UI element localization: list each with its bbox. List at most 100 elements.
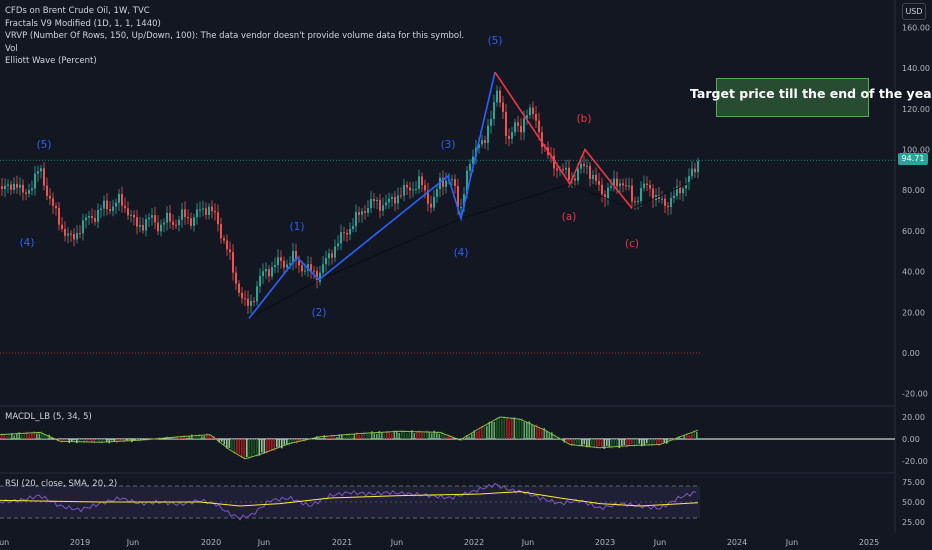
candle-body [430, 203, 432, 208]
candle-body [37, 171, 39, 174]
macd-histogram-bar [598, 439, 601, 447]
candle-body [139, 225, 141, 227]
macd-pane-title[interactable]: MACDL_LB (5, 34, 5) [5, 412, 92, 422]
target-annotation[interactable]: Target price till the end of the year [690, 86, 932, 101]
candle-body [196, 209, 198, 218]
macd-histogram-bar [696, 432, 698, 439]
candle-body [637, 200, 639, 202]
elliott-wave-label: (3) [441, 139, 456, 151]
indicator-vrvp[interactable]: VRVP (Number Of Rows, 150, Up/Down, 100)… [5, 31, 465, 41]
macd-histogram-bar [546, 430, 548, 439]
macd-histogram-bar [13, 435, 16, 439]
candle-body [460, 206, 462, 208]
price-axis-tick: 60.00 [902, 227, 925, 236]
target-zone-box[interactable] [716, 78, 869, 117]
indicator-fractals[interactable]: Fractals V9 Modified (1D, 1, 1, 1440) [5, 18, 161, 29]
macd-histogram-bar [421, 432, 423, 439]
candle-body [214, 211, 216, 213]
candle-body [301, 265, 303, 272]
rsi-pane-title[interactable]: RSI (20, close, SMA, 20, 2) [5, 479, 118, 489]
candle-body [403, 184, 405, 196]
candle-body [520, 125, 522, 133]
candle-body [556, 168, 558, 171]
candle-body [622, 183, 624, 186]
candle-body [193, 217, 195, 226]
elliott-wave-label: (4) [454, 247, 469, 259]
macd-histogram-bar [178, 438, 181, 440]
candle-body [115, 202, 117, 207]
macd-histogram-bar [16, 433, 18, 439]
macd-histogram-bar [111, 439, 113, 441]
candle-body [124, 205, 126, 209]
macd-histogram-bar [678, 436, 681, 439]
macd-histogram-bar [418, 430, 421, 439]
macd-histogram-bar [81, 439, 83, 441]
macd-histogram-bar [686, 433, 688, 439]
candle-body [385, 202, 387, 206]
candle-body [580, 163, 582, 169]
macd-histogram-bar [671, 439, 673, 440]
macd-histogram-bar [58, 439, 61, 441]
macd-histogram-bar [248, 439, 251, 460]
price-axis-tick: 80.00 [902, 186, 925, 195]
macd-histogram-bar [268, 439, 271, 450]
correction-wave-line [494, 71, 633, 210]
macd-histogram-bar [481, 425, 483, 439]
currency-button[interactable]: USD [902, 3, 926, 20]
macd-histogram-bar [578, 439, 581, 447]
candle-body [661, 198, 663, 200]
macd-histogram-bar [318, 437, 321, 439]
candle-body [595, 174, 597, 182]
symbol-title[interactable]: CFDs on Brent Crude Oil, 1W, TVC [5, 6, 150, 16]
macd-histogram-bar [133, 439, 136, 441]
candle-body [121, 193, 123, 206]
macd-histogram-bar [28, 434, 31, 439]
rsi-axis-tick: 25.00 [902, 518, 925, 527]
macd-histogram-bar [236, 439, 238, 454]
candle-body [361, 211, 363, 215]
candle-body [487, 125, 489, 144]
macd-histogram-bar [423, 432, 426, 439]
rsi-axis-tick: 50.00 [902, 498, 925, 507]
macd-histogram-bar [628, 439, 631, 446]
candle-body [184, 209, 186, 217]
indicator-elliott[interactable]: Elliott Wave (Percent) [5, 56, 97, 66]
macd-histogram-bar [333, 435, 336, 439]
macd-histogram-bar [626, 439, 628, 448]
macd-histogram-bar [163, 439, 166, 440]
candle-body [649, 184, 651, 189]
candle-body [370, 198, 372, 209]
macd-histogram-bar [543, 427, 546, 439]
candle-body [328, 253, 330, 259]
candle-body [238, 283, 240, 293]
macd-histogram-bar [256, 439, 258, 457]
macd-histogram-bar [278, 439, 281, 448]
candle-body [271, 267, 273, 277]
candle-body [19, 184, 21, 188]
macd-histogram-bar [243, 439, 246, 458]
candle-body [4, 185, 6, 189]
candle-body [202, 208, 204, 210]
macd-histogram-bar [71, 439, 73, 442]
macd-histogram-bar [471, 433, 473, 439]
candle-body [517, 122, 519, 126]
candle-body [40, 168, 42, 172]
price-axis-tick: 100.00 [902, 146, 930, 155]
macd-histogram-bar [433, 430, 436, 439]
candle-body [172, 221, 174, 225]
candle-body [568, 167, 570, 180]
macd-histogram-bar [286, 439, 288, 445]
candle-body [34, 173, 36, 189]
macd-histogram-bar [36, 433, 38, 439]
candle-body [28, 190, 30, 194]
price-axis-tick: 140.00 [902, 64, 930, 73]
candle-body [424, 184, 426, 191]
candle-body [22, 184, 24, 193]
price-axis-tick: 160.00 [902, 23, 930, 32]
candle-body [97, 210, 99, 222]
macd-histogram-bar [508, 419, 511, 439]
indicator-vol[interactable]: Vol [5, 43, 18, 54]
macd-histogram-bar [453, 439, 456, 440]
candle-body [10, 184, 12, 190]
